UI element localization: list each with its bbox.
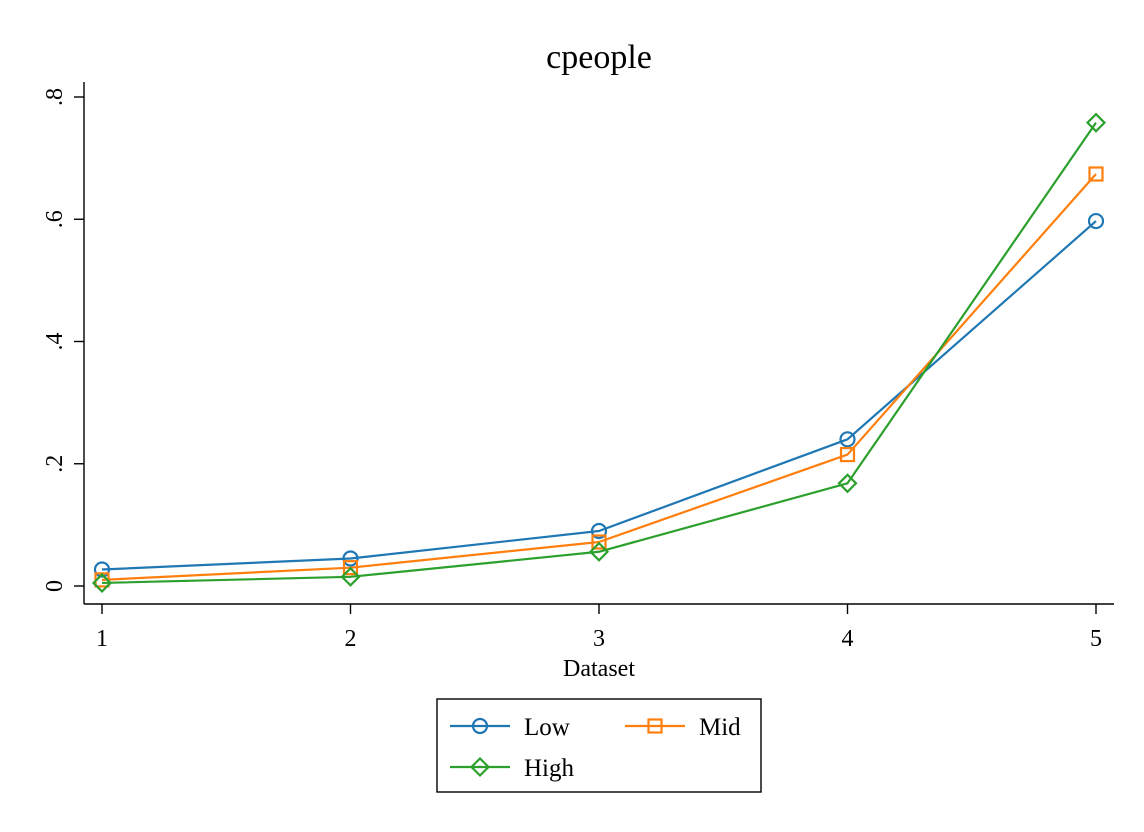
data-point-low (590, 522, 608, 540)
x-axis-title: Dataset (563, 656, 635, 682)
data-point-high (1085, 112, 1107, 133)
y-tick-label: .8 (42, 88, 68, 106)
series-line-high (101, 122, 1097, 585)
x-tick-label: 1 (96, 626, 108, 652)
x-tick-label: 3 (593, 626, 605, 652)
x-axis-ticks: 1 2 3 4 5 (96, 604, 1102, 652)
legend-label-high: High (524, 755, 575, 782)
plot-area (91, 112, 1107, 593)
data-point-low (1087, 212, 1105, 230)
data-point-low (342, 550, 359, 567)
legend-box (436, 698, 762, 793)
legend-label-low: Low (524, 714, 570, 741)
chart-title: cpeople (546, 39, 652, 76)
y-tick-label: .4 (42, 333, 68, 351)
x-tick-label: 2 (345, 626, 357, 652)
data-point-mid (1088, 166, 1104, 182)
y-tick-label: .2 (42, 455, 68, 473)
legend-marker-mid (647, 718, 663, 734)
data-point-low (93, 561, 111, 578)
y-tick-label: .6 (42, 210, 68, 228)
legend: Low Mid High (436, 698, 762, 793)
data-point-low (839, 431, 856, 448)
data-point-high (340, 566, 361, 587)
data-point-mid (342, 560, 359, 576)
y-axis-ticks: 0 .2 .4 .6 .8 (42, 88, 84, 592)
data-point-high (91, 572, 113, 593)
x-tick-label: 4 (842, 626, 854, 652)
legend-marker-low (471, 717, 489, 735)
series-line-mid (101, 173, 1097, 581)
data-point-high (837, 473, 858, 494)
data-point-mid (591, 534, 607, 550)
legend-label-mid: Mid (699, 714, 741, 741)
legend-marker-high (469, 756, 491, 778)
data-point-mid (839, 446, 856, 463)
x-tick-label: 5 (1090, 626, 1102, 652)
series-line-low (101, 220, 1097, 571)
data-point-high (588, 541, 610, 562)
y-tick-label: 0 (42, 580, 68, 592)
legend-items: Low Mid High (450, 714, 741, 782)
